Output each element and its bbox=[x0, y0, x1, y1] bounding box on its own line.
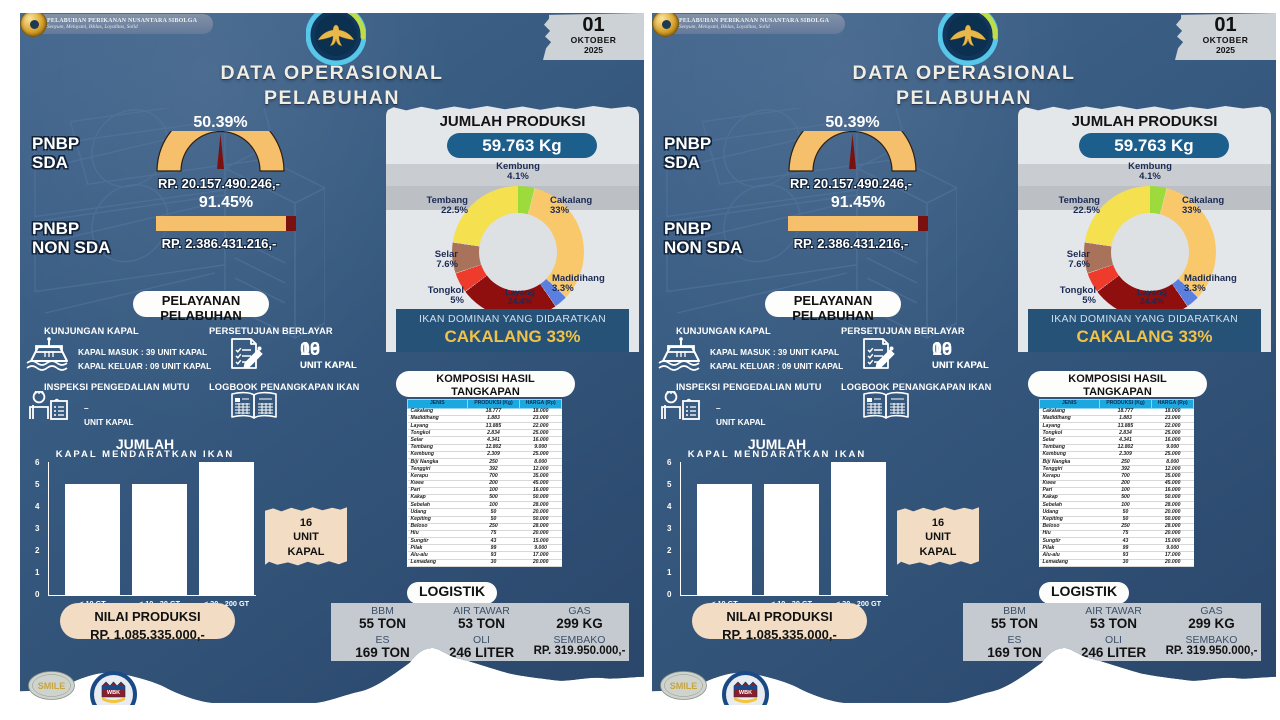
svg-text:WBK: WBK bbox=[107, 690, 120, 696]
svg-text:WBK: WBK bbox=[739, 690, 752, 696]
